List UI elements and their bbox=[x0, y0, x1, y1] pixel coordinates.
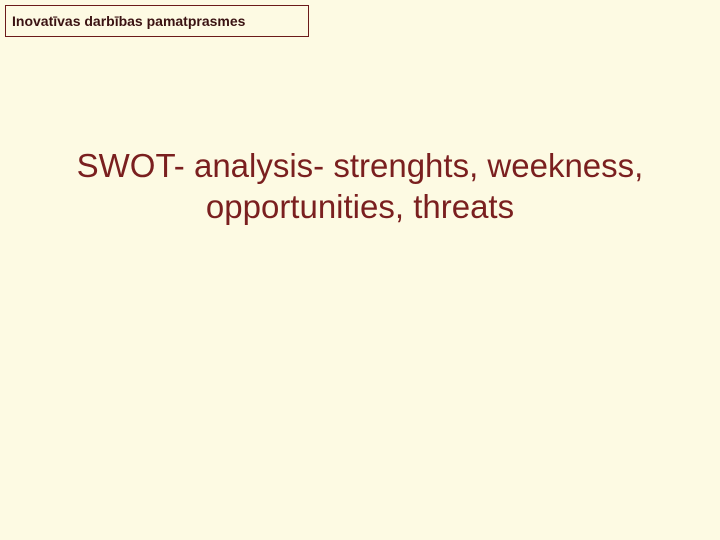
header-text: Inovatīvas darbības pamatprasmes bbox=[12, 13, 245, 29]
main-title: SWOT- analysis- strenghts, weekness, opp… bbox=[0, 145, 720, 228]
slide-container: Inovatīvas darbības pamatprasmes SWOT- a… bbox=[0, 0, 720, 540]
header-box: Inovatīvas darbības pamatprasmes bbox=[5, 5, 309, 37]
